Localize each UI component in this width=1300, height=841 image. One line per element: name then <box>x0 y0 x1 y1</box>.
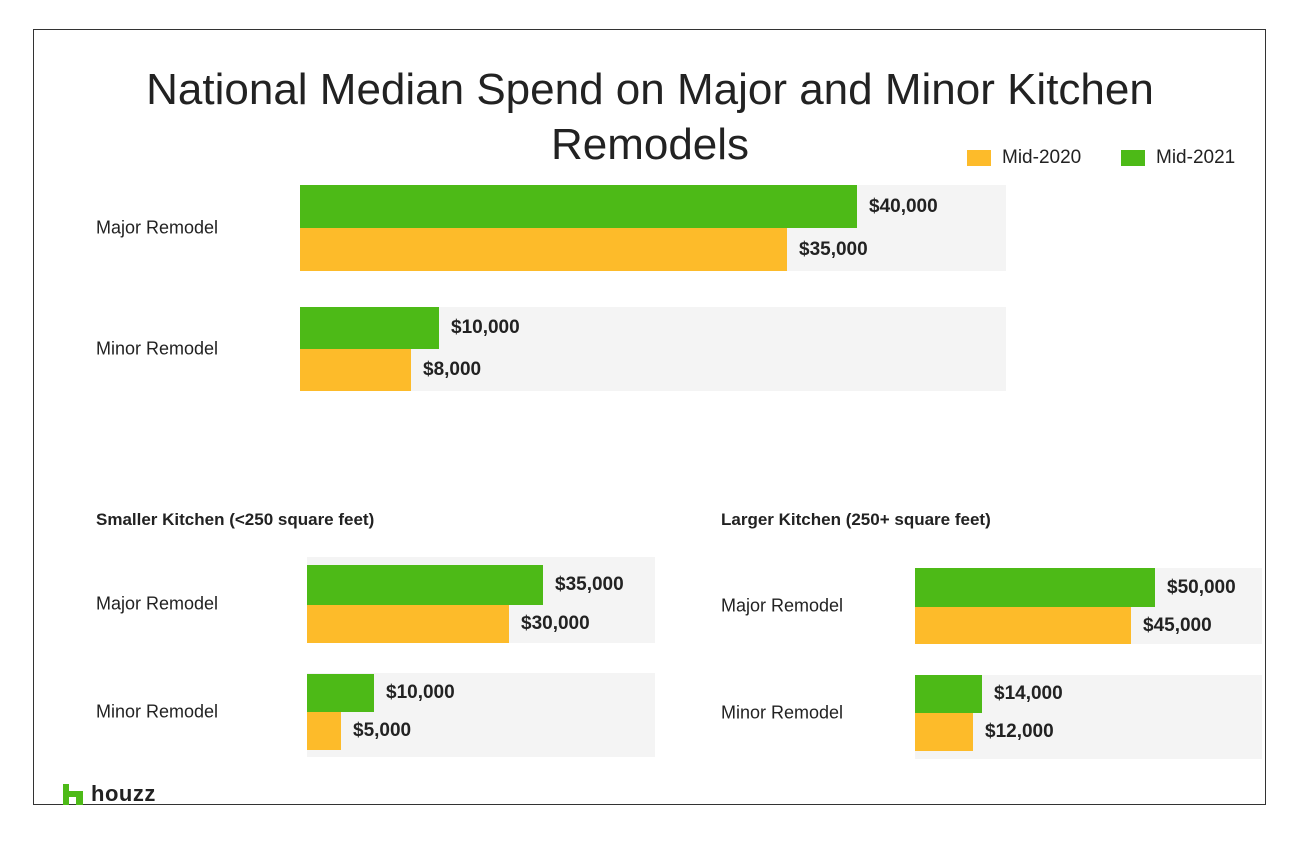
legend-item-mid-2020: Mid-2020 <box>967 147 1082 168</box>
legend-label-mid-2020: Mid-2020 <box>1002 147 1082 168</box>
legend-swatch-mid-2020 <box>967 150 991 166</box>
bar-mid-2021-major-remodel <box>300 185 857 228</box>
smaller-kitchen-title: Smaller Kitchen (<250 square feet) <box>96 510 375 529</box>
category-label-major-remodel: Major Remodel <box>721 595 844 616</box>
bar-mid-2020-minor-remodel <box>915 713 973 751</box>
chart-title-text: National Median Spend on Major and Minor… <box>146 65 1154 169</box>
bar-mid-2020-major-remodel <box>307 605 509 643</box>
legend-swatch-mid-2021 <box>1121 150 1145 166</box>
bar-mid-2021-minor-remodel <box>307 674 374 712</box>
category-label-minor-remodel: Minor Remodel <box>721 702 844 723</box>
value-label-mid-2020-minor-remodel: $5,000 <box>353 720 412 741</box>
legend-label-mid-2021: Mid-2021 <box>1156 147 1236 168</box>
value-label-mid-2020-minor-remodel: $8,000 <box>423 359 482 380</box>
bar-mid-2021-minor-remodel <box>300 307 439 349</box>
houzz-logo-text: houzz <box>91 781 156 806</box>
value-label-mid-2021-minor-remodel: $10,000 <box>386 682 455 703</box>
bar-mid-2020-major-remodel <box>300 228 787 271</box>
value-label-mid-2021-major-remodel: $35,000 <box>555 574 624 595</box>
value-label-mid-2020-major-remodel: $30,000 <box>521 613 590 634</box>
category-label-minor-remodel: Minor Remodel <box>96 701 219 722</box>
bar-mid-2020-major-remodel <box>915 607 1131 644</box>
value-label-mid-2021-major-remodel: $40,000 <box>869 195 938 217</box>
chart-frame <box>33 29 1266 805</box>
houzz-h-icon <box>63 784 83 805</box>
value-label-mid-2021-minor-remodel: $10,000 <box>451 317 520 338</box>
houzz-logo: houzz <box>63 781 156 805</box>
bar-mid-2021-major-remodel <box>915 568 1155 607</box>
bar-mid-2021-major-remodel <box>307 565 543 605</box>
chart-title: National Median Spend on Major and Minor… <box>0 62 1300 172</box>
category-label-major-remodel: Major Remodel <box>96 593 219 614</box>
legend-item-mid-2021: Mid-2021 <box>1121 147 1236 168</box>
value-label-mid-2021-minor-remodel: $14,000 <box>994 683 1063 704</box>
category-label-major-remodel: Major Remodel <box>96 217 219 238</box>
value-label-mid-2020-major-remodel: $45,000 <box>1143 614 1212 636</box>
category-label-minor-remodel: Minor Remodel <box>96 338 219 359</box>
value-label-mid-2020-minor-remodel: $12,000 <box>985 721 1054 742</box>
value-label-mid-2020-major-remodel: $35,000 <box>799 238 868 260</box>
bar-mid-2020-minor-remodel <box>307 712 341 750</box>
value-label-mid-2021-major-remodel: $50,000 <box>1167 576 1236 598</box>
larger-kitchen-title: Larger Kitchen (250+ square feet) <box>721 510 991 529</box>
bar-mid-2021-minor-remodel <box>915 675 982 713</box>
bar-mid-2020-minor-remodel <box>300 349 411 391</box>
